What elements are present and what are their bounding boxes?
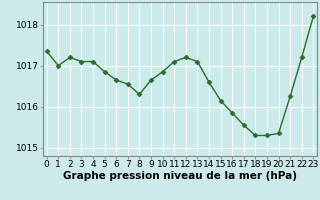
X-axis label: Graphe pression niveau de la mer (hPa): Graphe pression niveau de la mer (hPa) <box>63 171 297 181</box>
